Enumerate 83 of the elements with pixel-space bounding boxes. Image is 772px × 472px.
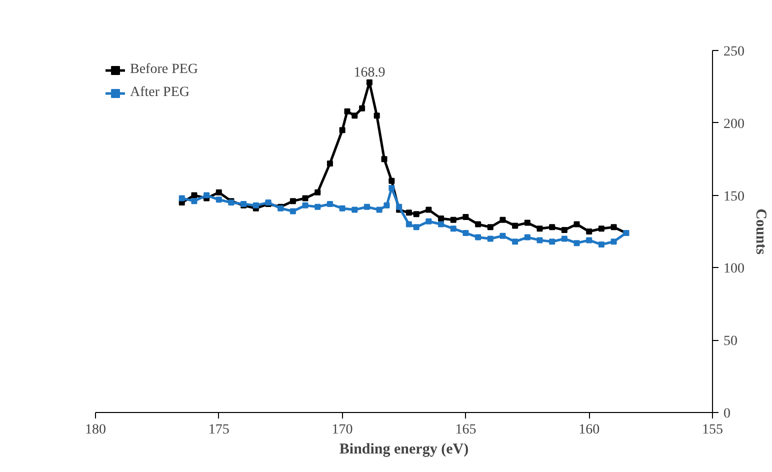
x-tick-label: 175 xyxy=(208,422,230,438)
point xyxy=(384,202,390,208)
point xyxy=(396,204,402,210)
y-tick-label: 50 xyxy=(724,334,738,350)
point xyxy=(574,221,580,228)
point xyxy=(574,240,580,246)
point xyxy=(191,198,198,204)
point xyxy=(549,224,556,230)
point xyxy=(314,189,321,196)
point xyxy=(388,178,395,184)
point xyxy=(314,204,321,210)
point xyxy=(326,160,333,166)
x-tick-label: 165 xyxy=(455,422,476,438)
point xyxy=(426,206,432,213)
point xyxy=(339,127,346,134)
point xyxy=(586,228,592,234)
point xyxy=(406,221,412,228)
legend-label: Before PEG xyxy=(130,62,198,78)
point xyxy=(438,221,444,228)
point xyxy=(500,216,506,223)
point xyxy=(352,206,358,213)
point xyxy=(374,112,380,119)
annotation: 168.9 xyxy=(354,65,386,80)
point xyxy=(204,192,210,198)
point xyxy=(586,237,592,244)
point xyxy=(376,206,382,213)
point xyxy=(359,105,366,112)
point xyxy=(512,222,518,229)
point xyxy=(524,220,530,226)
y-tick-label: 200 xyxy=(724,116,744,132)
point xyxy=(512,238,518,245)
point xyxy=(426,218,432,224)
point xyxy=(450,216,456,223)
legend-label: After PEG xyxy=(130,85,190,101)
point xyxy=(598,242,604,248)
x-tick-label: 155 xyxy=(702,422,723,438)
point xyxy=(610,238,617,245)
point xyxy=(352,112,358,119)
y-tick-label: 100 xyxy=(724,262,744,277)
point xyxy=(413,211,420,218)
point xyxy=(487,224,494,230)
point xyxy=(475,221,482,228)
point xyxy=(536,226,543,232)
point xyxy=(364,204,370,210)
point xyxy=(536,237,543,244)
point xyxy=(366,79,372,86)
point xyxy=(178,195,185,202)
x-axis-title: Binding energy (eV) xyxy=(339,442,469,458)
point xyxy=(475,234,482,240)
point xyxy=(462,230,469,236)
point xyxy=(302,202,308,208)
x-tick-label: 180 xyxy=(85,422,106,438)
point xyxy=(388,185,395,192)
point xyxy=(561,227,568,234)
point xyxy=(438,215,444,222)
point xyxy=(344,108,350,114)
point xyxy=(500,232,506,239)
point xyxy=(290,208,296,214)
point xyxy=(487,236,494,242)
point xyxy=(290,198,296,204)
y-tick-label: 150 xyxy=(724,189,744,204)
point xyxy=(450,226,456,232)
point xyxy=(216,196,222,203)
point xyxy=(252,202,259,208)
point xyxy=(381,156,388,162)
point xyxy=(610,224,617,230)
point xyxy=(302,195,308,202)
point xyxy=(339,205,346,212)
y-tick-label: 250 xyxy=(724,44,744,60)
x-tick-label: 160 xyxy=(578,422,600,438)
point xyxy=(406,210,412,216)
point xyxy=(549,238,556,245)
point xyxy=(524,234,530,240)
point xyxy=(413,224,420,230)
point xyxy=(598,226,604,232)
point xyxy=(462,214,469,220)
point xyxy=(216,189,222,196)
y-axis-title: Counts xyxy=(752,208,768,255)
point xyxy=(326,200,333,207)
point xyxy=(561,236,568,242)
y-tick-label: 0 xyxy=(724,406,730,422)
point xyxy=(191,192,198,198)
x-tick-label: 170 xyxy=(332,422,353,438)
